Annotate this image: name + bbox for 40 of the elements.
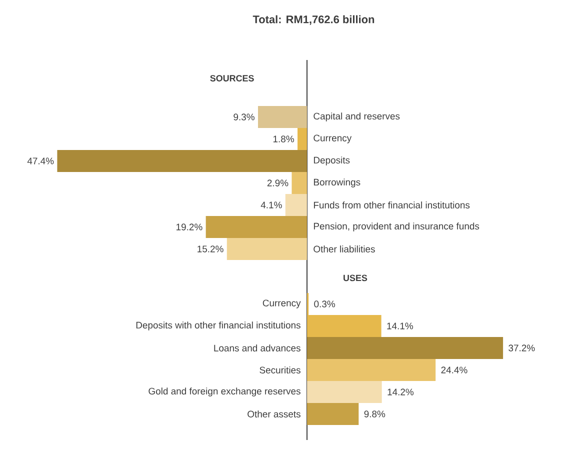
y-tick-label: Capital and reserves <box>314 112 400 122</box>
data-label: 24.4% <box>441 366 468 374</box>
chart-title: USES <box>344 274 368 282</box>
chart-title: Total: RM1,762.6 billion <box>252 15 374 25</box>
data-label: 2.9% <box>267 180 288 186</box>
bar <box>226 238 308 260</box>
y-tick-label: Currency <box>314 134 352 144</box>
data-label: 0.3% <box>314 300 336 308</box>
data-label: 4.1% <box>260 202 282 208</box>
data-label: 14.2% <box>388 388 414 396</box>
y-tick-label: Gold and foreign exchange reserves <box>148 388 300 396</box>
bar <box>298 128 308 150</box>
data-label: 14.1% <box>387 322 414 330</box>
y-tick-label: Pension, provident and insurance funds <box>314 222 480 232</box>
bar <box>285 194 308 216</box>
data-label: 19.2% <box>176 224 202 230</box>
bar <box>307 358 436 381</box>
y-tick-label: Deposits <box>314 156 350 166</box>
y-tick-label: Funds from other financial institutions <box>314 202 470 208</box>
data-label: 47.4% <box>27 158 54 164</box>
bar <box>307 380 382 403</box>
y-tick-label: Loans and advances <box>214 344 300 352</box>
y-tick-label: Borrowings <box>314 178 360 188</box>
bar <box>57 150 308 172</box>
bar <box>307 336 504 359</box>
bar <box>206 216 308 238</box>
data-label: 9.3% <box>234 114 254 120</box>
data-label: 1.8% <box>273 136 294 142</box>
bar <box>258 106 308 128</box>
data-label: 15.2% <box>198 246 224 252</box>
chart-subtitle: SOURCES <box>210 75 254 82</box>
y-tick-label: Currency <box>262 300 301 308</box>
y-tick-label: Securities <box>260 366 300 374</box>
bar <box>307 402 359 425</box>
data-label: 9.8% <box>364 410 386 418</box>
y-tick-label: Deposits with other financial institutions <box>136 322 300 330</box>
y-tick-label: Other liabilities <box>314 246 375 252</box>
data-label: 37.2% <box>508 344 535 352</box>
y-tick-label: Other assets <box>248 410 300 418</box>
bar <box>292 172 308 194</box>
